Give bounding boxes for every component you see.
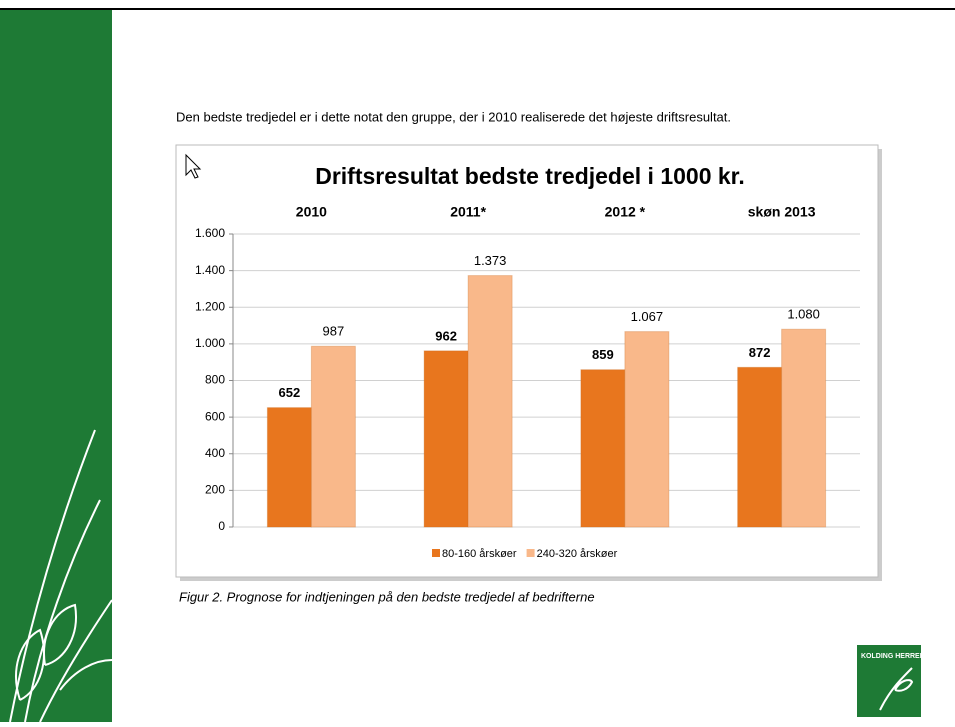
legend-swatch xyxy=(432,549,440,557)
bar xyxy=(267,408,311,527)
bar xyxy=(782,329,826,527)
side-bar xyxy=(0,10,112,722)
y-tick-label: 1.000 xyxy=(195,336,225,350)
y-tick-label: 1.200 xyxy=(195,299,225,313)
bar xyxy=(738,367,782,527)
y-tick-label: 800 xyxy=(205,373,225,387)
value-label: 1.067 xyxy=(631,309,664,324)
value-label: 859 xyxy=(592,347,614,362)
bar xyxy=(468,276,512,527)
category-label: 2011* xyxy=(450,204,486,220)
value-label: 1.373 xyxy=(474,253,507,268)
y-tick-label: 0 xyxy=(218,519,225,533)
value-label: 652 xyxy=(279,385,301,400)
category-label: 2012 * xyxy=(605,204,646,220)
value-label: 987 xyxy=(323,324,345,339)
logo-text: KOLDING HERREDS xyxy=(861,653,930,660)
y-tick-label: 600 xyxy=(205,409,225,423)
y-tick-label: 200 xyxy=(205,483,225,497)
bar xyxy=(581,370,625,527)
value-label: 872 xyxy=(749,345,771,360)
category-label: skøn 2013 xyxy=(748,204,816,220)
caption: Figur 2. Prognose for indtjeningen på de… xyxy=(179,589,595,604)
top-border xyxy=(0,8,955,10)
category-label: 2010 xyxy=(296,204,327,220)
y-tick-label: 1.600 xyxy=(195,226,225,240)
value-label: 962 xyxy=(435,328,457,343)
y-tick-label: 1.400 xyxy=(195,263,225,277)
chart-title: Driftsresultat bedste tredjedel i 1000 k… xyxy=(315,163,745,189)
legend-label: 240-320 årskøer xyxy=(537,548,618,560)
page: { "intro": "Den bedste tredjedel er i de… xyxy=(0,0,955,722)
bar xyxy=(625,332,669,527)
bar xyxy=(311,346,355,527)
bar xyxy=(424,351,468,527)
intro-text: Den bedste tredjedel er i dette notat de… xyxy=(176,109,731,124)
legend-label: 80-160 årskøer xyxy=(442,548,517,560)
legend-swatch xyxy=(527,549,535,557)
y-tick-label: 400 xyxy=(205,446,225,460)
slide: Den bedste tredjedel er i dette notat de… xyxy=(0,0,955,722)
value-label: 1.080 xyxy=(787,307,820,322)
